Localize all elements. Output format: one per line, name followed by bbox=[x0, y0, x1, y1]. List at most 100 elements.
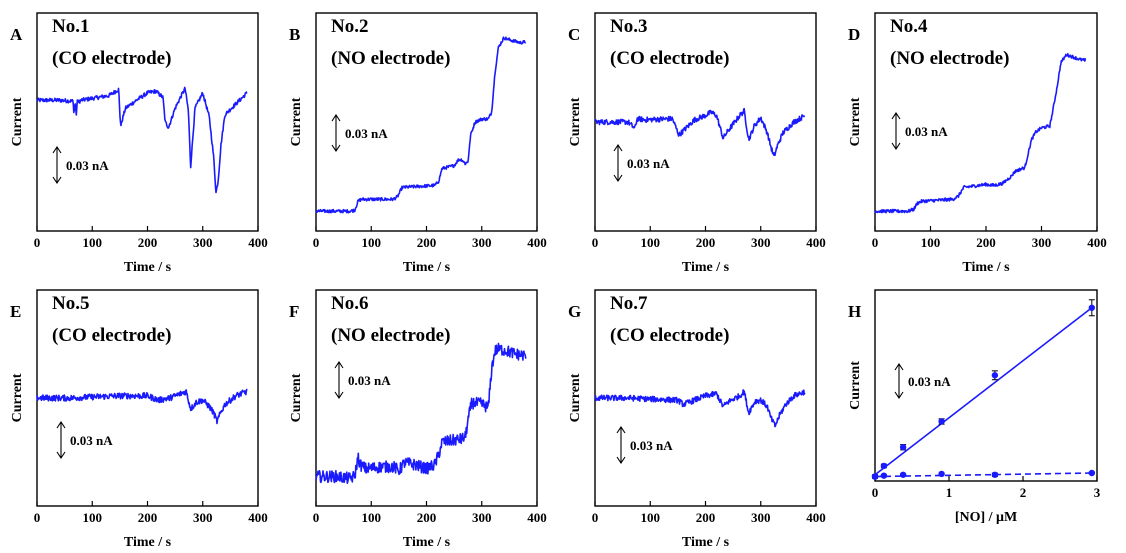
y-axis-label: Current bbox=[848, 97, 863, 146]
y-axis-label: Current bbox=[289, 373, 304, 422]
panel-title-electrode: (CO electrode) bbox=[52, 325, 171, 346]
panel-title-number: No.7 bbox=[610, 293, 648, 314]
data-point bbox=[899, 444, 907, 451]
panel-letter: F bbox=[289, 302, 299, 321]
scale-bar: 0.03 nA bbox=[894, 363, 951, 399]
x-tick-label: 0 bbox=[872, 235, 879, 250]
x-tick-label: 300 bbox=[1032, 235, 1052, 250]
x-tick-label: 300 bbox=[193, 235, 213, 250]
data-point bbox=[991, 372, 999, 379]
x-tick-label: 100 bbox=[83, 235, 103, 250]
x-tick-label: 100 bbox=[921, 235, 941, 250]
series-trace bbox=[874, 52, 1087, 214]
data-point bbox=[1088, 469, 1096, 477]
panel-title-electrode: (NO electrode) bbox=[331, 48, 450, 69]
x-axis-label: Time / s bbox=[403, 260, 451, 275]
panel-title-number: No.5 bbox=[52, 293, 89, 314]
x-tick-label: 200 bbox=[696, 510, 716, 525]
data-point bbox=[938, 470, 945, 478]
plot-frame bbox=[874, 12, 1098, 232]
panel-title-electrode: (NO electrode) bbox=[890, 48, 1009, 69]
panel-letter: E bbox=[10, 302, 21, 321]
panel-letter: H bbox=[848, 302, 861, 321]
scale-bar-label: 0.03 nA bbox=[627, 156, 670, 171]
data-point bbox=[1088, 304, 1096, 311]
x-tick-label: 0 bbox=[34, 235, 41, 250]
panel-g: 0 100 200 300 400 Time / s Current G No.7 (CO ele… bbox=[568, 289, 826, 550]
data-point bbox=[938, 418, 945, 425]
panel-h: 0 1 2 3 [NO] / μM Current H 0.03 nA bbox=[848, 289, 1101, 525]
scale-bar-label: 0.03 nA bbox=[70, 433, 113, 448]
data-point bbox=[899, 471, 907, 478]
series-trace bbox=[36, 388, 248, 425]
scale-bar: 0.03 nA bbox=[613, 144, 670, 182]
series-trace bbox=[594, 389, 806, 428]
x-tick-label: 400 bbox=[248, 235, 268, 250]
x-tick-label: 300 bbox=[751, 235, 771, 250]
fit-line bbox=[874, 307, 1093, 476]
plot-frame bbox=[315, 12, 538, 232]
series-trace bbox=[594, 107, 806, 157]
scale-bar-label: 0.03 nA bbox=[66, 158, 109, 173]
panel-letter: D bbox=[848, 25, 860, 44]
scale-bar-label: 0.03 nA bbox=[345, 126, 388, 141]
y-axis-label: Current bbox=[568, 97, 583, 146]
panel-letter: C bbox=[568, 25, 580, 44]
scale-bar: 0.03 nA bbox=[616, 426, 673, 464]
x-axis-label: Time / s bbox=[124, 260, 172, 275]
x-tick-label: 300 bbox=[193, 510, 213, 525]
y-axis-label: Current bbox=[568, 373, 583, 422]
x-tick-label: 200 bbox=[417, 510, 437, 525]
x-tick-label: 200 bbox=[138, 510, 158, 525]
panel-c: 0 100 200 300 400 Time / s Current C No.3 (CO ele… bbox=[568, 12, 826, 275]
x-tick-label: 300 bbox=[472, 235, 492, 250]
panel-letter: B bbox=[289, 25, 300, 44]
y-axis-label: Current bbox=[10, 373, 25, 422]
panel-title-number: No.1 bbox=[52, 16, 89, 37]
data-point bbox=[871, 473, 879, 480]
x-tick-label: 200 bbox=[138, 235, 158, 250]
x-tick-label: 100 bbox=[362, 235, 382, 250]
panel-title-electrode: (CO electrode) bbox=[610, 325, 729, 346]
x-tick-label: 400 bbox=[527, 510, 547, 525]
x-tick-label: 300 bbox=[472, 510, 492, 525]
x-tick-label: 400 bbox=[1087, 235, 1107, 250]
panel-title-number: No.4 bbox=[890, 16, 928, 37]
x-tick-label: 2 bbox=[1020, 485, 1027, 500]
x-tick-label: 0 bbox=[313, 235, 320, 250]
fit-line bbox=[874, 472, 1092, 478]
panel-title-electrode: (CO electrode) bbox=[52, 48, 171, 69]
x-tick-label: 100 bbox=[83, 510, 103, 525]
y-axis-label: Current bbox=[289, 97, 304, 146]
x-tick-label: 0 bbox=[872, 485, 879, 500]
scale-bar-label: 0.03 nA bbox=[908, 374, 951, 389]
x-tick-label: 400 bbox=[248, 510, 268, 525]
x-axis-label: Time / s bbox=[124, 535, 172, 550]
panel-title-number: No.6 bbox=[331, 293, 368, 314]
x-tick-label: 400 bbox=[527, 235, 547, 250]
x-tick-label: 200 bbox=[696, 235, 716, 250]
panel-letter: A bbox=[10, 25, 23, 44]
x-tick-label: 0 bbox=[592, 510, 599, 525]
panel-a: 0 100 200 300 400 Time / s Current A No.1 (CO ele… bbox=[10, 12, 268, 275]
x-tick-label: 100 bbox=[641, 235, 661, 250]
x-tick-label: 300 bbox=[751, 510, 771, 525]
x-tick-label: 3 bbox=[1094, 485, 1101, 500]
x-axis-label: Time / s bbox=[962, 260, 1010, 275]
x-tick-label: 0 bbox=[34, 510, 41, 525]
x-tick-label: 0 bbox=[313, 510, 320, 525]
scale-bar-label: 0.03 nA bbox=[348, 373, 391, 388]
panel-title-number: No.2 bbox=[331, 16, 368, 37]
x-tick-label: 100 bbox=[641, 510, 661, 525]
panel-title-number: No.3 bbox=[610, 16, 647, 37]
y-axis-label: Current bbox=[10, 97, 25, 146]
plot-frame bbox=[36, 12, 259, 232]
x-tick-label: 0 bbox=[592, 235, 599, 250]
scale-bar-label: 0.03 nA bbox=[905, 124, 948, 139]
x-tick-label: 200 bbox=[417, 235, 437, 250]
x-tick-label: 200 bbox=[976, 235, 996, 250]
x-axis-label: [NO] / μM bbox=[955, 510, 1017, 525]
series-trace bbox=[36, 86, 248, 194]
series-trace bbox=[315, 342, 527, 484]
